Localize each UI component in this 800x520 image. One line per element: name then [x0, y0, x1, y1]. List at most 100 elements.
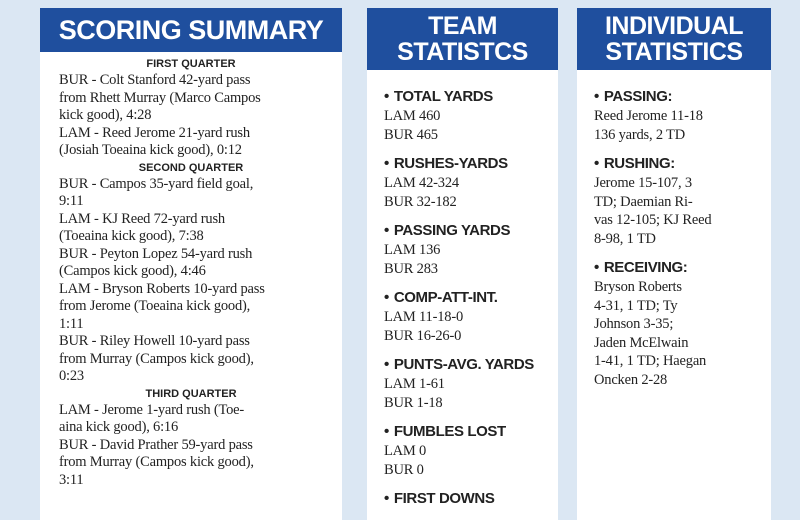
stat-line: BUR 0 — [384, 461, 424, 478]
stat-line: BUR 283 — [384, 260, 438, 277]
play-line: BUR - Colt Stanford 42-yard pass — [59, 72, 251, 88]
scoring-play: LAM - Bryson Roberts 10-yard pass from Je… — [59, 281, 342, 334]
stat-line: LAM 42-324 — [384, 175, 459, 191]
play-line: BUR - Peyton Lopez 54-yard rush — [59, 245, 253, 262]
panel-title: INDIVIDUAL STATISTICS — [577, 8, 771, 70]
play-line: from Rhett Murray (Marco Campos — [59, 89, 261, 106]
stat-label: • RUSHING: — [594, 154, 771, 174]
stat-label: • FUMBLES LOST — [384, 422, 558, 442]
panel-title: SCORING SUMMARY — [40, 8, 342, 52]
play-line: BUR - Riley Howell 10-yard pass — [59, 333, 250, 349]
stat-label: • RUSHES-YARDS — [384, 154, 558, 174]
scoring-play: LAM - Jerome 1-yard rush (Toe-aina kick … — [59, 402, 342, 437]
play-line: LAM - KJ Reed 72-yard rush — [59, 210, 225, 227]
title-line: TEAM — [428, 12, 497, 40]
play-line: aina kick good), 6:16 — [59, 419, 179, 435]
title-line: STATISTICS — [605, 38, 743, 66]
stat-line: 8-98, 1 TD — [594, 230, 656, 247]
scoring-play: LAM - Reed Jerome 21-yard rush (Josiah To… — [59, 125, 342, 160]
stat-line: LAM 460 — [384, 108, 441, 124]
play-line: from Murray (Campos kick good), — [59, 454, 254, 470]
stat-line: BUR 32-182 — [384, 193, 457, 210]
label-text: COMP-ATT-INT. — [393, 289, 498, 306]
scoring-play: BUR - Riley Howell 10-yard pass from Murr… — [59, 333, 342, 386]
bullet: • — [594, 259, 599, 276]
scoring-play: BUR - Colt Stanford 42-yard pass from Rhe… — [59, 72, 342, 125]
stat-line: Johnson 3-35; — [594, 316, 674, 332]
stat-label: • FIRST DOWNS — [384, 489, 558, 509]
bullet: • — [384, 289, 389, 306]
label-text: FUMBLES LOST — [393, 423, 506, 440]
play-line: 9:11 — [59, 193, 84, 209]
stat-line: BUR 1-18 — [384, 394, 443, 411]
play-line: (Campos kick good), 4:46 — [59, 263, 206, 279]
page: SCORING SUMMARY FIRST QUARTER BUR - Colt … — [40, 8, 771, 520]
panel-body: • TOTAL YARDS LAM 460 BUR 465 • RUSHES-YARDS L… — [367, 70, 558, 509]
stat-line: 1-41, 1 TD; Haegan — [594, 353, 707, 369]
stat-line: 136 yards, 2 TD — [594, 126, 685, 143]
play-line: 1:11 — [59, 315, 84, 332]
scoring-summary-panel: SCORING SUMMARY FIRST QUARTER BUR - Colt … — [40, 8, 342, 520]
stat-item: • PASSING: Reed Jerome 11-18 136 yards, 2 T… — [594, 87, 771, 144]
stat-line: BUR 16-26-0 — [384, 327, 462, 344]
stat-line: TD; Daemian Ri- — [594, 193, 693, 210]
stat-line: Bryson Roberts — [594, 279, 682, 295]
bullet: • — [594, 88, 599, 105]
bullet: • — [384, 88, 389, 105]
play-line: from Murray (Campos kick good), — [59, 350, 254, 367]
title-line: INDIVIDUAL — [604, 12, 744, 40]
scoring-play: BUR - Campos 35-yard field goal, 9:11 — [59, 176, 342, 211]
bullet: • — [384, 155, 389, 172]
quarter-heading: THIRD QUARTER — [145, 387, 237, 400]
scoring-play: BUR - David Prather 59-yard pass from Mur… — [59, 437, 342, 490]
bullet: • — [384, 490, 389, 507]
stat-item: • FIRST DOWNS — [384, 489, 558, 509]
bullet: • — [384, 423, 389, 440]
label-text: RECEIVING: — [603, 259, 688, 276]
panel-body: FIRST QUARTER BUR - Colt Stanford 42-yard… — [40, 52, 342, 489]
stat-label: • PUNTS-AVG. YARDS — [384, 355, 558, 375]
stat-item: • PUNTS-AVG. YARDS LAM 1-61 BUR 1-18 — [384, 355, 558, 412]
team-statistics-panel: TEAM STATISTCS • TOTAL YARDS LAM 460 BUR 465… — [367, 8, 558, 520]
stat-item: • RUSHING: Jerome 15-107, 3 TD; Daemian Ri-… — [594, 154, 771, 248]
play-line: BUR - Campos 35-yard field goal, — [59, 175, 254, 192]
stat-item: • RUSHES-YARDS LAM 42-324 BUR 32-182 — [384, 154, 558, 211]
label-text: PASSING YARDS — [393, 222, 511, 239]
play-line: from Jerome (Toeaina kick good), — [59, 298, 251, 314]
bullet: • — [384, 356, 389, 373]
bullet: • — [594, 155, 599, 172]
stat-item: • TOTAL YARDS LAM 460 BUR 465 — [384, 87, 558, 144]
label-text: RUSHING: — [603, 155, 675, 172]
label-text: RUSHES-YARDS — [393, 155, 508, 172]
panel-body: • PASSING: Reed Jerome 11-18 136 yards, 2 T… — [577, 70, 771, 389]
play-line: (Toeaina kick good), 7:38 — [59, 228, 204, 244]
stat-line: vas 12-105; KJ Reed — [594, 212, 712, 228]
play-line: 0:23 — [59, 368, 84, 384]
stat-label: • PASSING: — [594, 87, 771, 107]
stat-line: LAM 136 — [384, 242, 441, 258]
play-line: (Josiah Toeaina kick good), 0:12 — [59, 142, 242, 158]
stat-line: BUR 465 — [384, 126, 438, 143]
stat-line: LAM 11-18-0 — [384, 309, 464, 325]
stat-label: • COMP-ATT-INT. — [384, 288, 558, 308]
label-text: FIRST DOWNS — [393, 490, 495, 507]
stat-item: • RECEIVING: Bryson Roberts 4-31, 1 TD; Ty J… — [594, 258, 771, 389]
label-text: TOTAL YARDS — [393, 88, 493, 105]
quarter-heading: SECOND QUARTER — [138, 161, 244, 174]
bullet: • — [384, 222, 389, 239]
individual-statistics-panel: INDIVIDUAL STATISTICS • PASSING: Reed Jerom… — [577, 8, 771, 520]
stat-label: • PASSING YARDS — [384, 221, 558, 241]
quarter-heading: FIRST QUARTER — [146, 58, 236, 70]
stat-line: LAM 0 — [384, 443, 427, 459]
stat-line: Reed Jerome 11-18 — [594, 108, 703, 124]
stat-line: LAM 1-61 — [384, 376, 445, 392]
label-text: PUNTS-AVG. YARDS — [393, 356, 534, 373]
play-line: BUR - David Prather 59-yard pass — [59, 436, 253, 453]
play-line: LAM - Bryson Roberts 10-yard pass — [59, 280, 265, 297]
stat-line: Jerome 15-107, 3 — [594, 175, 692, 191]
play-line: LAM - Reed Jerome 21-yard rush — [59, 124, 250, 141]
stat-label: • TOTAL YARDS — [384, 87, 558, 107]
scoring-play: BUR - Peyton Lopez 54-yard rush (Campos k… — [59, 246, 342, 281]
play-line: kick good), 4:28 — [59, 107, 152, 123]
stat-line: Oncken 2-28 — [594, 371, 668, 388]
